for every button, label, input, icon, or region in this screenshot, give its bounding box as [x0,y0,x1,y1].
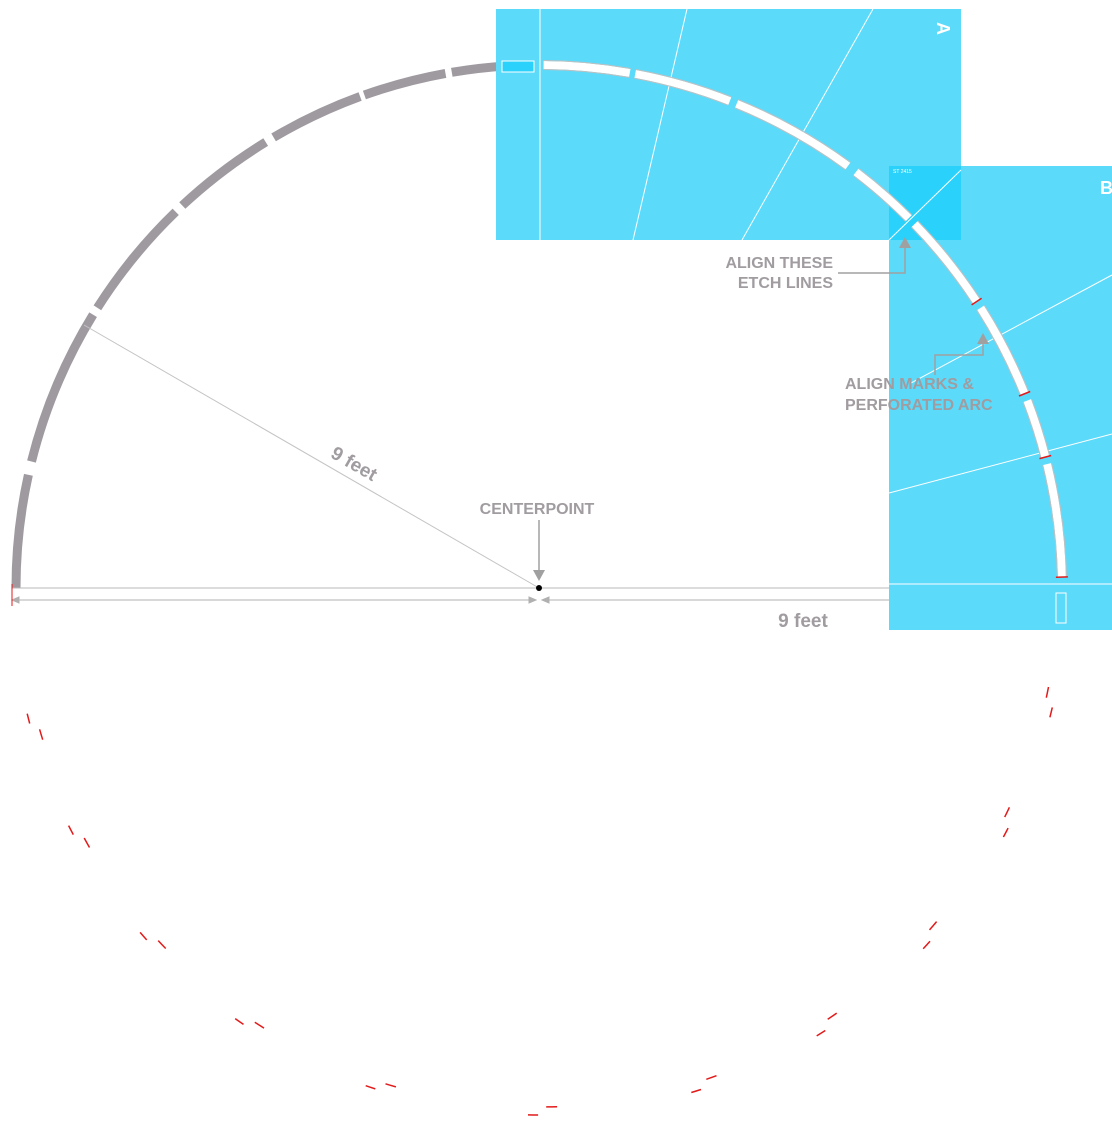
perforated-arc [11,60,538,589]
slot-edge [543,60,631,69]
alignment-tick [971,297,983,306]
guide-dash [706,1074,717,1081]
etch-lines-callout [838,237,911,274]
arc-slot [977,305,1029,396]
alignment-tick [1018,390,1031,397]
slot-edge [634,77,729,106]
centerpoint-label: CENTERPOINT [480,501,595,518]
radius-label: 9 feet [327,443,381,486]
guide-dash [26,713,31,724]
align-marks-callout [934,333,989,375]
guide-dash [816,1029,826,1037]
slot-edge [852,175,906,222]
left-dimension-line [10,584,538,606]
sheet-arc-slot-outline [543,60,1067,578]
sheet-a-letter: A [933,22,953,35]
slot-edge [976,309,1021,396]
arc-segment [271,92,362,142]
guide-dash [922,940,931,950]
etch-label-line1: ALIGN THESE [725,255,833,272]
guide-dash [38,729,44,740]
guide-dash [1049,707,1054,718]
arc-slot [1043,463,1066,578]
guide-dash [254,1021,265,1029]
slot-edge [983,305,1030,393]
slot-edge [734,107,846,171]
marks-label-line1: ALIGN MARKS & [845,376,974,393]
sheet-b-letter: B [1100,178,1112,198]
centerpoint-dot [536,585,542,591]
slot-edge [635,69,732,98]
marks-label-line2: PERFORATED ARC [845,397,993,414]
guide-dash [83,837,91,848]
slot-edge [858,168,913,216]
slot-edge [910,226,974,305]
sheet-overlap: ST 2415 [888,166,962,241]
guide-dash [928,921,938,931]
guide-dash [67,825,74,835]
guide-dash [691,1088,702,1094]
guide-dash [365,1084,376,1090]
guide-dash [385,1083,397,1088]
arc-segment [179,138,269,209]
guide-dash [1004,806,1011,818]
sheet-arc-slots [543,61,1066,578]
etch-label-line2: ETCH LINES [738,275,833,292]
arc-segment [362,68,447,100]
arc-segment [93,208,179,311]
alignment-tick [1039,454,1052,460]
guide-dash [1045,686,1050,698]
radius-line [83,324,540,589]
arc-segment [11,473,33,589]
slot-edge [543,69,630,78]
arc-slot [634,69,732,105]
lower-half-guide-marks [26,686,1054,1116]
guide-dash [157,940,167,950]
sheet-b-code: ST 2415 [893,169,912,175]
arc-slot [735,100,851,170]
arc-segment [27,312,97,463]
slot-edge [1042,465,1058,578]
guide-dash [234,1017,244,1026]
slot-edge [1051,462,1067,578]
arc-slot [853,168,912,222]
sheet-a: A [496,8,961,241]
guide-dash [139,931,148,941]
centerpoint-arrow [533,520,545,581]
diameter-label: 9 feet [778,611,828,632]
slot-edge [738,99,851,163]
slot-edge [917,220,981,300]
arc-slot [911,221,980,304]
arc-alignment-marks [971,297,1068,578]
guide-dash [1002,827,1009,838]
arc-slot [543,61,631,77]
guide-dash [827,1012,838,1020]
